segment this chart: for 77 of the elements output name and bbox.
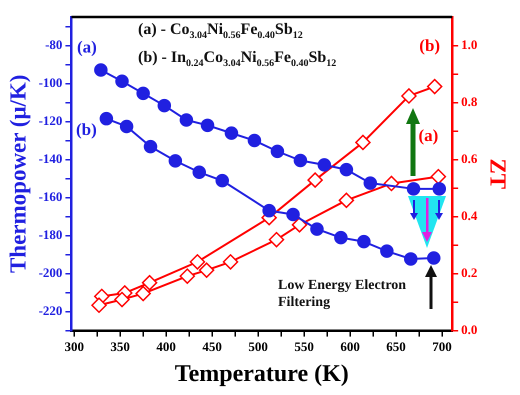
point (136, 86, 150, 100)
x-tick-label: 700 (432, 338, 452, 354)
point (334, 230, 348, 244)
point (190, 254, 206, 270)
point (248, 134, 262, 148)
annotation: Low Energy Electron Filtering (278, 278, 408, 312)
point (100, 112, 114, 126)
point (222, 254, 238, 270)
point (364, 176, 378, 190)
point (158, 98, 172, 112)
point (262, 204, 276, 218)
point (404, 252, 418, 266)
y-tick-label: -100 (38, 74, 62, 90)
y-tick-label: -120 (38, 112, 62, 128)
point (215, 174, 229, 188)
point (120, 120, 134, 134)
point (338, 192, 354, 208)
y2-axis-title: ZT (485, 158, 510, 190)
y-tick-label: -80 (45, 36, 62, 52)
x-tick-label: 300 (64, 338, 84, 354)
point (268, 232, 284, 248)
point (310, 222, 324, 236)
point (180, 113, 194, 127)
series-label: (a) (76, 37, 97, 56)
point (340, 162, 354, 176)
point (430, 168, 446, 184)
point (427, 251, 441, 265)
point (406, 182, 420, 196)
point (142, 274, 158, 290)
y-tick-label: -180 (38, 226, 62, 242)
point (357, 234, 371, 248)
point (426, 78, 442, 94)
x-tick-label: 500 (248, 338, 268, 354)
x-axis-title: Temperature (K) (174, 360, 349, 387)
point (192, 166, 206, 180)
point (355, 134, 371, 150)
y-tick-label: -160 (38, 188, 62, 204)
point (200, 118, 214, 132)
x-tick-label: 400 (156, 338, 176, 354)
point (286, 208, 300, 222)
point (401, 88, 417, 104)
series-label: (a) (418, 126, 438, 146)
y-axis-title: Thermopower (μ/K) (6, 74, 31, 274)
series-label: (b) (419, 36, 440, 55)
y-tick-label: -220 (38, 302, 62, 318)
x-tick-label: 650 (386, 338, 406, 354)
series-label: (b) (76, 120, 97, 140)
y-tick-label: -200 (38, 264, 62, 280)
annotation: (a) - Co$_{3.04}$Ni$_{0.56}$Fe$_{0.40}$Sb$_{12}$ (138, 20, 303, 42)
x-tick-label: 350 (110, 338, 130, 354)
point (318, 158, 332, 172)
y2-tick-label: 0.6 (461, 150, 478, 166)
text: (b) - In$_{0.24}$Co$_{3.04}$Ni$_{0.56}$Fe$_{0.40}$Sb$_{12}$ (138, 49, 336, 70)
point (270, 144, 284, 158)
x-tick-label: 550 (294, 338, 314, 354)
y2-tick-label: 0.4 (461, 208, 478, 223)
y-tick-label: -140 (38, 150, 62, 166)
y2-tick-label: 1.0 (461, 36, 478, 52)
point (180, 268, 196, 284)
point (432, 182, 446, 196)
point (380, 244, 394, 258)
y2-tick-label: 0.0 (461, 322, 478, 337)
y2-tick-label: 0.8 (461, 94, 478, 109)
point (224, 126, 238, 140)
point (168, 154, 182, 168)
x-tick-label: 600 (340, 338, 360, 354)
y2-tick-label: 0.2 (461, 264, 478, 280)
point (307, 172, 323, 188)
point (115, 74, 129, 88)
point (144, 140, 158, 154)
point (294, 154, 308, 168)
point (135, 286, 151, 302)
point (198, 262, 214, 278)
point (91, 297, 107, 313)
point (94, 63, 108, 77)
x-tick-label: 450 (202, 338, 222, 354)
point (114, 292, 130, 308)
